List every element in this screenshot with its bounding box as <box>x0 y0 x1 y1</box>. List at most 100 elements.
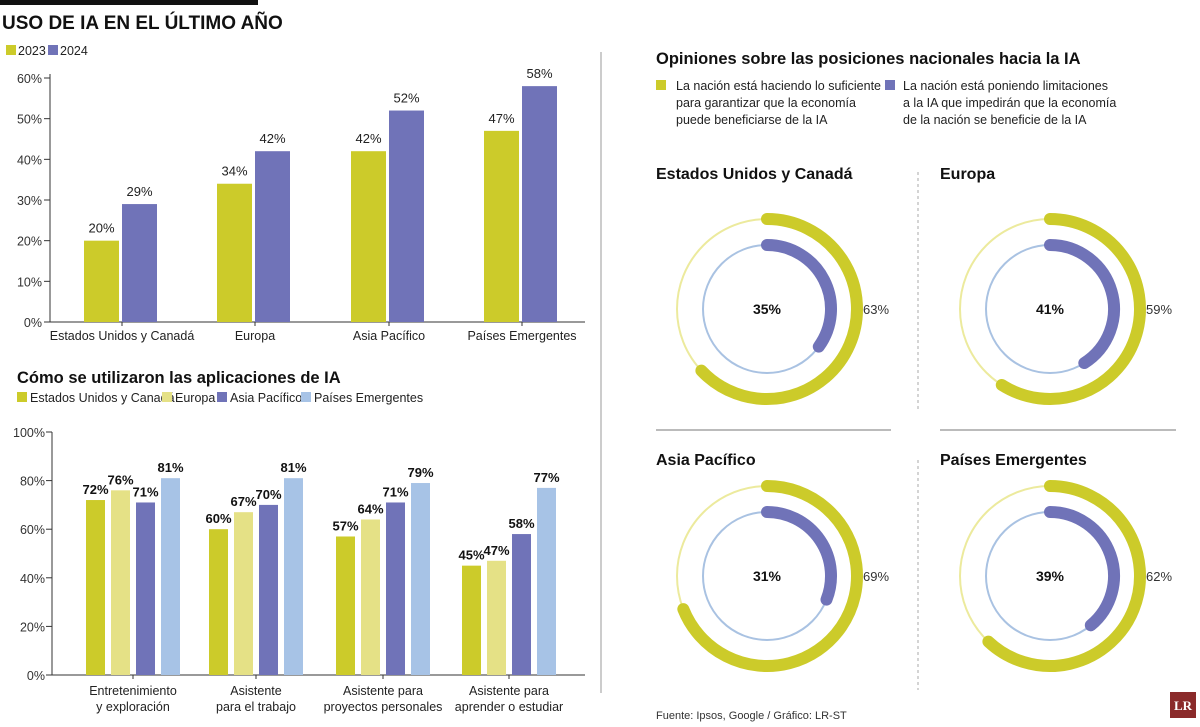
outer-value-paises-emergentes: 62% <box>1146 569 1172 584</box>
bar-paises-emergentes-asistente-para-aprender-o-estudiar <box>537 487 556 675</box>
x-category-label: Asistente para <box>469 684 549 698</box>
bar-value-label: 71% <box>382 484 408 499</box>
legend-suficiente-line1: La nación está haciendo lo suficiente <box>676 79 881 93</box>
bar-asia-pacifico-asistente-para-proyectos-personales <box>386 502 405 675</box>
bar-paises-emergentes-entretenimiento-y-exploracion <box>161 478 180 675</box>
x-category-label: Países Emergentes <box>467 329 576 343</box>
bar-value-label: 58% <box>526 66 552 81</box>
bar-value-label: 70% <box>255 487 281 502</box>
y-tick-label: 0% <box>24 316 42 330</box>
legend-limitaciones-line3: de la nación se beneficie de la IA <box>903 113 1087 127</box>
outer-value-estados-unidos-y-canada: 63% <box>863 302 889 317</box>
bar-value-label: 58% <box>508 516 534 531</box>
region-title-europa: Europa <box>940 166 995 183</box>
inner-value-estados-unidos-y-canada: 35% <box>753 301 782 317</box>
legend-suficiente-line3: puede beneficiarse de la IA <box>676 113 828 127</box>
legend-label-paises-emergentes: Países Emergentes <box>314 391 423 405</box>
region-title-asia-pacifico: Asia Pacífico <box>656 452 756 469</box>
bar-europa-asistente-para-el-trabajo <box>234 512 253 675</box>
bar-2024-estados-unidos-y-canada <box>122 204 157 322</box>
y-tick-label: 40% <box>17 153 42 167</box>
y-tick-label: 30% <box>17 194 42 208</box>
x-category-label: para el trabajo <box>216 700 296 714</box>
bar-estados-unidos-y-canada-entretenimiento-y-exploracion <box>86 500 105 675</box>
inner-ring-arc-paises-emergentes <box>1044 506 1120 632</box>
y-tick-label: 80% <box>20 475 45 489</box>
outer-value-europa: 59% <box>1146 302 1172 317</box>
outer-ring-arc-estados-unidos-y-canada <box>695 213 863 405</box>
bar-value-label: 47% <box>488 111 514 126</box>
outer-ring-arc-asia-pacifico <box>677 480 863 672</box>
bar-estados-unidos-y-canada-asistente-para-proyectos-personales <box>336 536 355 675</box>
legend-suficiente-line2: para garantizar que la economía <box>676 96 856 110</box>
outer-ring-arc-europa <box>995 213 1146 405</box>
bar-value-label: 57% <box>332 518 358 533</box>
bar-2023-asia-pacifico <box>351 151 386 322</box>
legend-uso: 2023 2024 <box>6 44 88 58</box>
bar-value-label: 81% <box>280 460 306 475</box>
bar-value-label: 29% <box>126 184 152 199</box>
bar-asia-pacifico-asistente-para-el-trabajo <box>259 504 278 675</box>
lr-logo-text: LR <box>1174 698 1193 713</box>
bar-value-label: 42% <box>259 131 285 146</box>
bar-asia-pacifico-entretenimiento-y-exploracion <box>136 502 155 675</box>
legend-swatch-suficiente <box>656 80 666 90</box>
source-note: Fuente: Ipsos, Google / Gráfico: LR-ST <box>656 710 847 722</box>
legend-label-asia-pacifico: Asia Pacífico <box>230 391 302 405</box>
x-category-label: Asia Pacífico <box>353 329 425 343</box>
bar-value-label: 47% <box>483 543 509 558</box>
bar-value-label: 79% <box>407 465 433 480</box>
bar-value-label: 76% <box>107 472 133 487</box>
y-tick-label: 40% <box>20 572 45 586</box>
legend-swatch-paises-emergentes <box>301 392 311 402</box>
legend-label-2024: 2024 <box>60 44 88 58</box>
bar-europa-entretenimiento-y-exploracion <box>111 490 130 675</box>
y-tick-label: 60% <box>17 72 42 86</box>
y-tick-label: 50% <box>17 113 42 127</box>
y-tick-label: 0% <box>27 669 45 683</box>
x-category-label: Asistente para <box>343 684 423 698</box>
bar-paises-emergentes-asistente-para-el-trabajo <box>284 478 303 675</box>
bar-value-label: 42% <box>355 131 381 146</box>
legend-apps: Estados Unidos y Canadá Europa Asia Pací… <box>17 391 423 405</box>
y-tick-label: 60% <box>20 523 45 537</box>
legend-label-europa: Europa <box>175 391 215 405</box>
bar-value-label: 72% <box>82 482 108 497</box>
outer-value-asia-pacifico: 69% <box>863 569 889 584</box>
bar-paises-emergentes-asistente-para-proyectos-personales <box>411 483 430 675</box>
opiniones-title: Opiniones sobre las posiciones nacionale… <box>656 50 1081 68</box>
bar-value-label: 81% <box>157 460 183 475</box>
x-category-label: Europa <box>235 329 275 343</box>
bar-2023-estados-unidos-y-canada <box>84 240 119 322</box>
inner-ring-arc-europa <box>1044 239 1120 370</box>
bar-2023-europa <box>217 183 252 322</box>
bar-2023-paises-emergentes <box>484 130 519 322</box>
legend-swatch-europa <box>162 392 172 402</box>
bar-value-label: 20% <box>88 221 114 236</box>
chart-aplicaciones-ia: 0%20%40%60%80%100%72%76%71%81%Entretenim… <box>13 426 585 714</box>
y-tick-label: 100% <box>13 426 45 440</box>
legend-swatch-limitaciones <box>885 80 895 90</box>
inner-value-paises-emergentes: 39% <box>1036 568 1065 584</box>
inner-ring-arc-asia-pacifico <box>761 506 837 606</box>
bar-value-label: 34% <box>221 164 247 179</box>
legend-limitaciones-line2: a la IA que impedirán que la economía <box>903 96 1116 110</box>
bar-estados-unidos-y-canada-asistente-para-aprender-o-estudiar <box>462 565 481 675</box>
inner-value-asia-pacifico: 31% <box>753 568 782 584</box>
legend-limitaciones-line1: La nación está poniendo limitaciones <box>903 79 1108 93</box>
main-title: USO DE IA EN EL ÚLTIMO AÑO <box>2 12 283 34</box>
bar-value-label: 71% <box>132 484 158 499</box>
inner-ring-arc-estados-unidos-y-canada <box>761 239 837 353</box>
bar-value-label: 67% <box>230 494 256 509</box>
bar-value-label: 60% <box>205 511 231 526</box>
legend-opiniones: La nación está haciendo lo suficiente pa… <box>656 79 1116 127</box>
bar-2024-asia-pacifico <box>389 110 424 323</box>
outer-ring-arc-paises-emergentes <box>982 480 1146 672</box>
legend-swatch-2023 <box>6 45 16 55</box>
bar-europa-asistente-para-aprender-o-estudiar <box>487 560 506 675</box>
top-rule <box>0 0 258 5</box>
legend-label-2023: 2023 <box>18 44 46 58</box>
x-category-label: Estados Unidos y Canadá <box>50 329 195 343</box>
legend-swatch-us-canada <box>17 392 27 402</box>
